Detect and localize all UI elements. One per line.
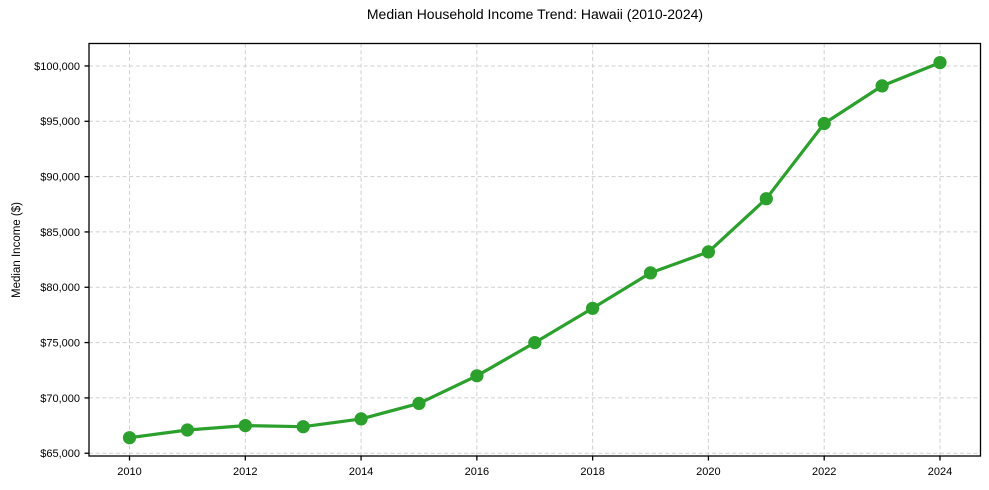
y-tick-label: $90,000 [40,172,80,184]
y-tick-label: $85,000 [40,227,80,239]
data-point [122,431,137,445]
data-point [643,266,658,280]
data-point [817,116,831,131]
y-tick-label: $65,000 [40,448,80,460]
y-tick-label: $80,000 [40,282,80,294]
data-point [470,369,484,383]
x-tick-label: 2024 [928,466,952,478]
data-point [180,423,194,437]
plot-border [88,42,982,457]
data-point [296,420,310,434]
y-tick-label: $100,000 [34,61,80,73]
x-tick-label: 2012 [233,466,257,478]
x-tick-label: 2016 [465,466,489,478]
data-point [412,396,426,410]
x-tick-label: 2020 [696,466,720,478]
y-tick-label: $95,000 [40,116,80,128]
x-tick-label: 2010 [117,466,141,478]
data-point [759,192,773,206]
data-point [354,412,368,426]
trend-line [127,60,942,440]
data-point [875,79,889,93]
chart-title: Median Household Income Trend: Hawaii (2… [366,6,704,22]
x-tick-label: 2022 [812,466,836,478]
data-point [701,245,716,259]
y-tick-label: $70,000 [40,393,80,405]
data-point [933,56,947,70]
data-point [586,301,600,315]
y-tick-label: $75,000 [40,337,80,349]
x-tick-label: 2018 [580,466,604,478]
data-point [528,336,542,350]
x-tick-label: 2014 [349,466,373,478]
data-point [238,419,252,433]
